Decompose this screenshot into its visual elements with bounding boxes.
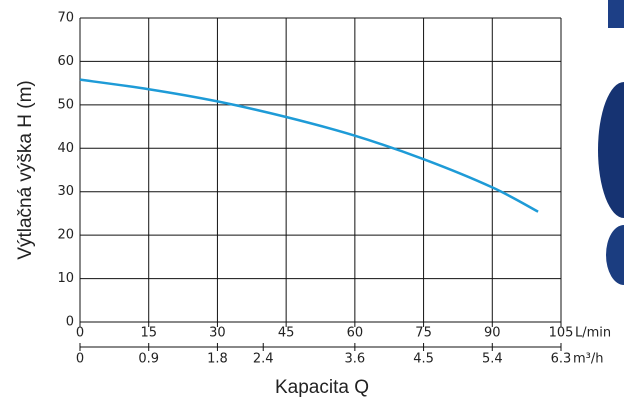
x2-tick-label: 0 [76, 352, 84, 367]
y-tick-label: 0 [66, 315, 74, 330]
x2-tick-label: 4.5 [413, 352, 434, 367]
x2-tick-label: 2.4 [253, 352, 274, 367]
x-tick-label: 45 [278, 326, 295, 341]
x-axis-title: Kapacita Q [275, 377, 369, 398]
background-photo [598, 0, 624, 285]
x-tick-label: 30 [209, 326, 226, 341]
x2-tick-label: 0.9 [138, 352, 159, 367]
x2-tick-label: 3.6 [345, 352, 366, 367]
y-tick-label: 50 [57, 97, 74, 112]
x-unit: L/min [575, 326, 611, 341]
x-tick-label: 15 [140, 326, 157, 341]
x2-unit: m³/h [573, 352, 604, 367]
y-tick-label: 70 [57, 11, 74, 26]
y-tick-label: 60 [57, 54, 74, 69]
x-tick-label: 60 [347, 326, 364, 341]
x-tick-label: 105 [549, 326, 574, 341]
y-tick-label: 40 [57, 141, 74, 156]
x-tick-label: 90 [484, 326, 501, 341]
curve [79, 78, 539, 213]
y-tick-label: 30 [57, 184, 74, 199]
x2-tick-label: 6.3 [551, 352, 572, 367]
y-tick-label: 20 [57, 228, 74, 243]
x2-tick-label: 5.4 [482, 352, 503, 367]
x-tick-label: 75 [415, 326, 432, 341]
y-tick-label: 10 [57, 271, 74, 286]
x-tick-label: 0 [76, 326, 84, 341]
x2-tick-label: 1.8 [207, 352, 228, 367]
y-axis-title: Výtlačná výška H (m) [15, 80, 36, 259]
